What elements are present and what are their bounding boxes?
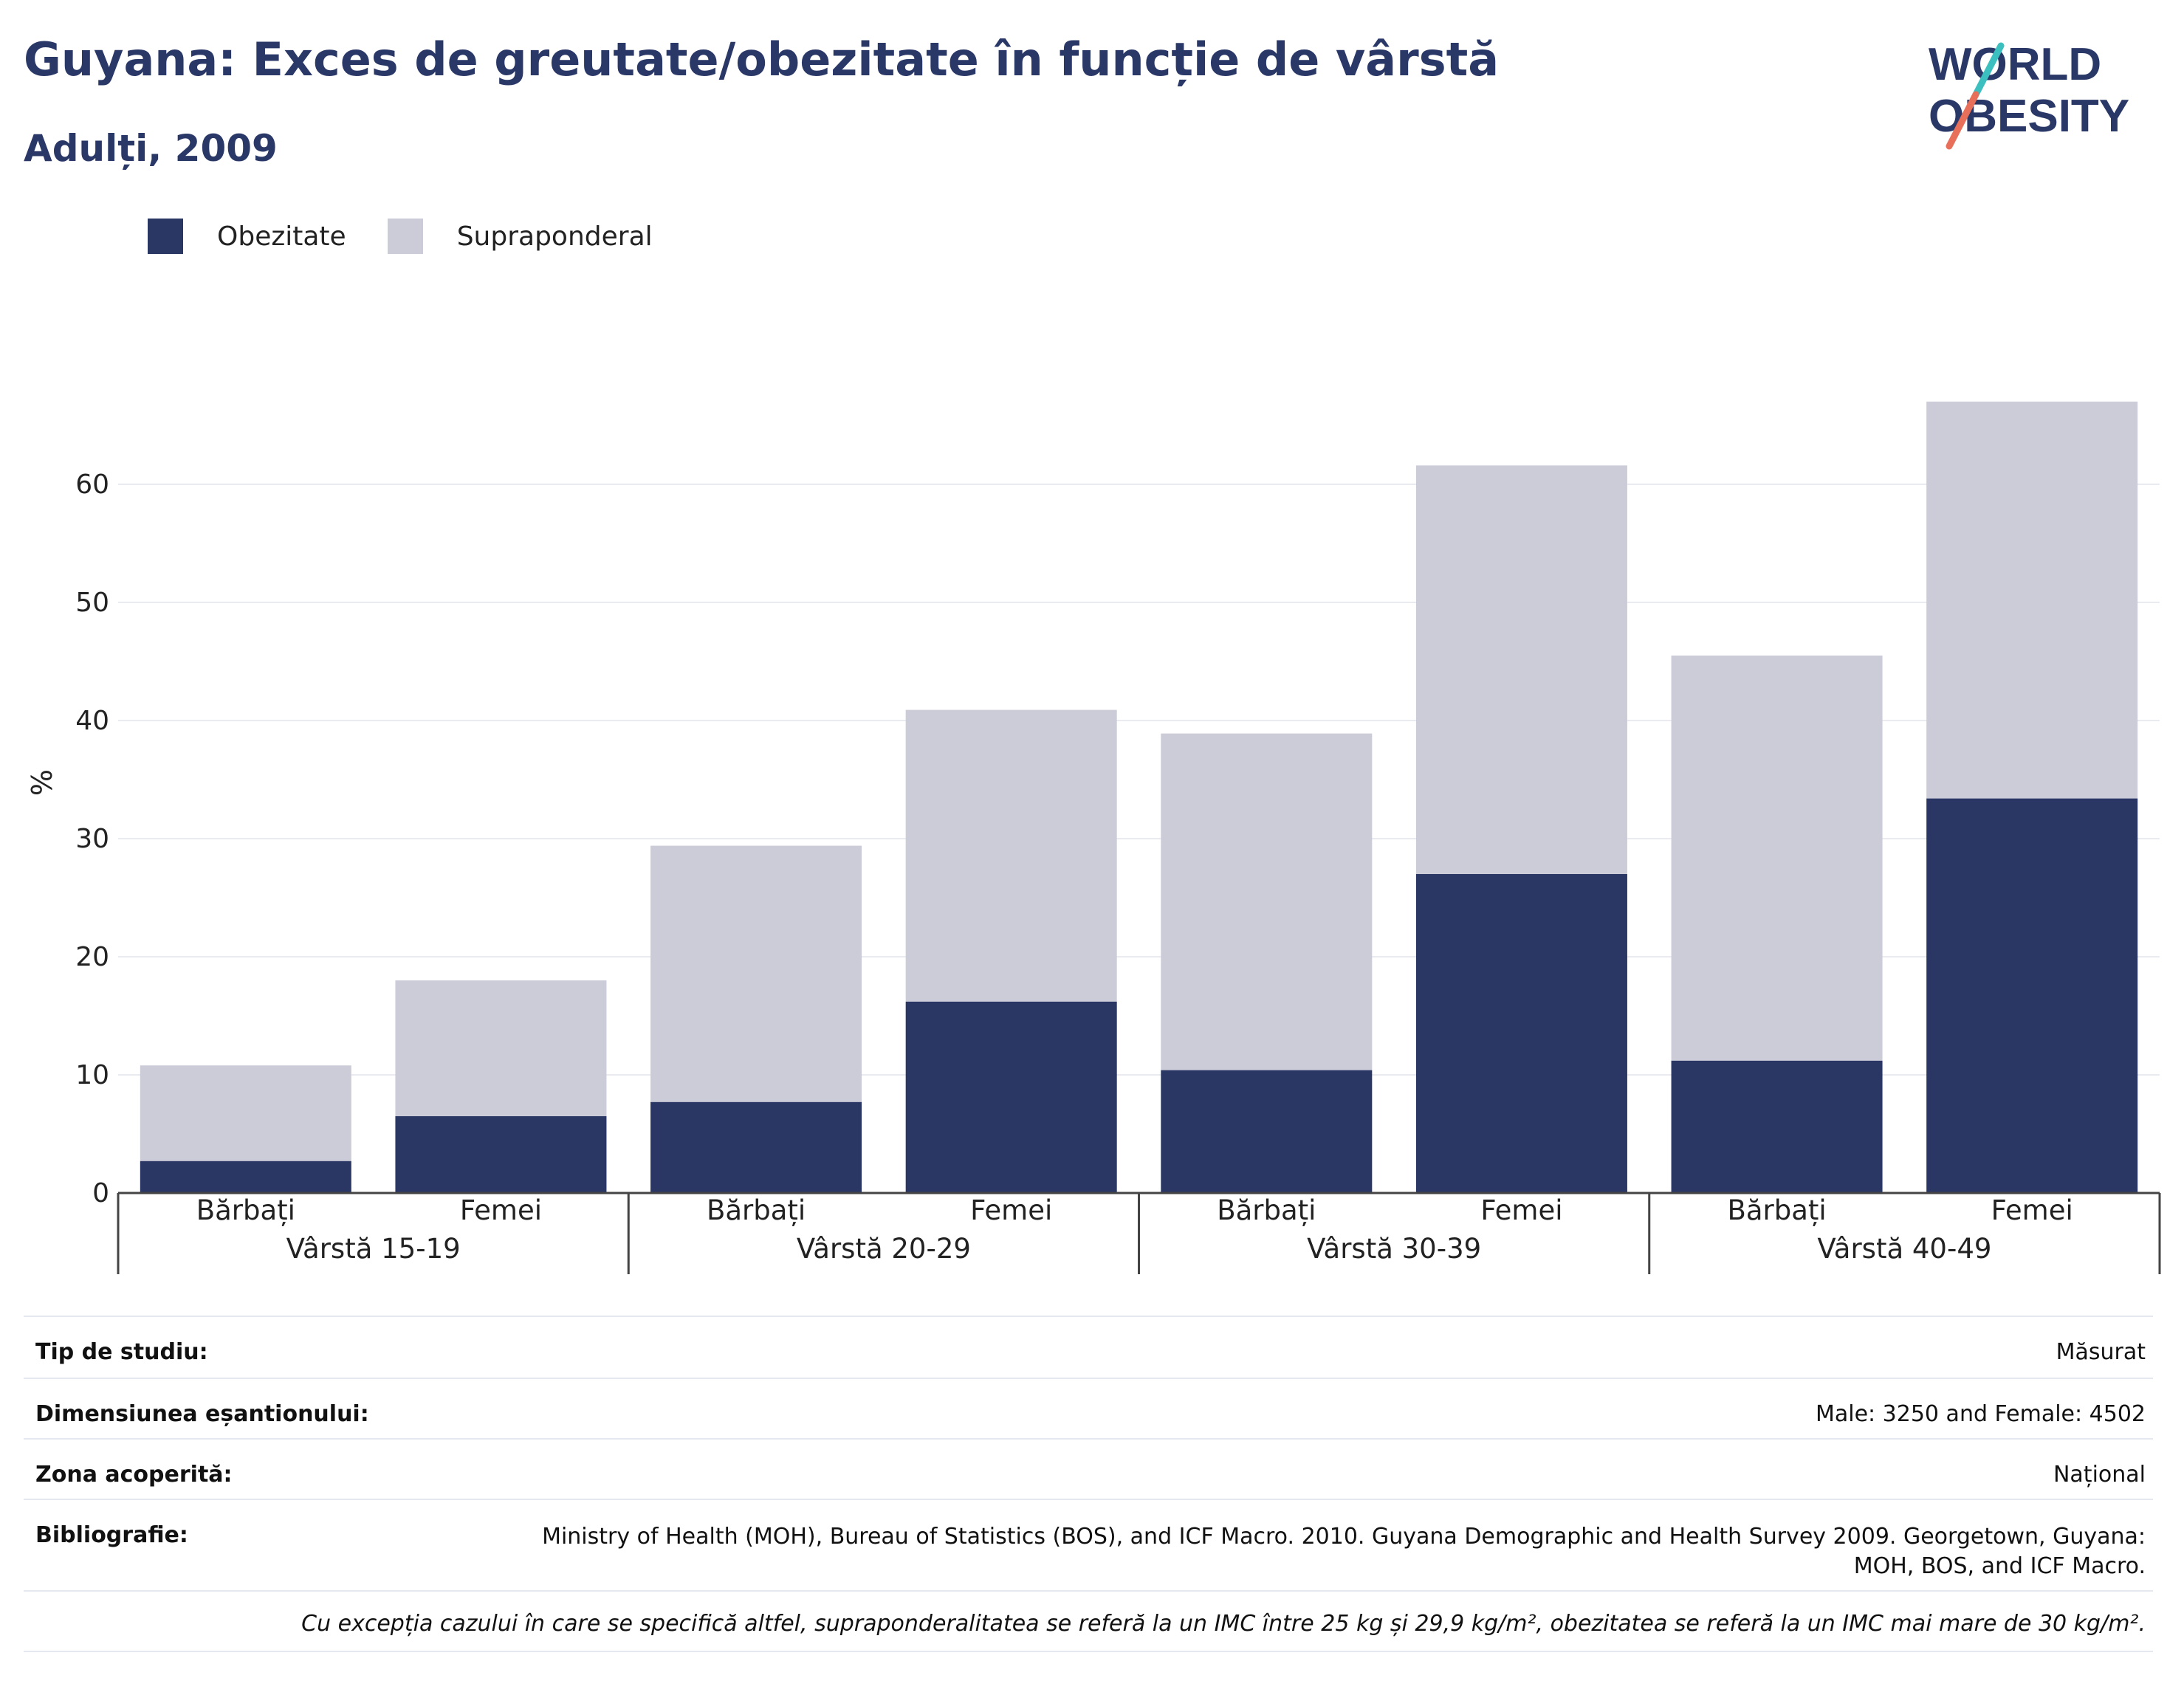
info-value-bibliography: Ministry of Health (MOH), Bureau of Stat… [542, 1524, 2146, 1579]
bar-obesity [1671, 1060, 1883, 1193]
logo-slash-teal [1972, 42, 2005, 98]
bar-obesity [650, 1101, 862, 1193]
group-label: Vârstă 30-39 [1307, 1233, 1481, 1265]
y-tick-label: 10 [75, 1060, 109, 1090]
info-label-coverage: Zona acoperită: [35, 1462, 233, 1488]
legend-item-obesity[interactable]: Obezitate [148, 219, 346, 254]
study-info-table: Tip de studiu: Măsurat Dimensiunea eșant… [24, 1316, 2153, 1652]
bar-obesity [395, 1116, 607, 1193]
legend-label-obesity: Obezitate [217, 221, 346, 252]
legend-item-overweight[interactable]: Supraponderal [387, 219, 653, 254]
x-tick-label: Bărbați [1217, 1194, 1316, 1226]
y-tick-label: 0 [92, 1178, 109, 1208]
y-tick-label: 60 [75, 470, 109, 500]
bar-obesity [905, 1001, 1117, 1193]
legend-label-overweight: Supraponderal [456, 221, 653, 252]
bar-overweight [1161, 733, 1373, 1070]
bar-overweight [1671, 656, 1883, 1061]
info-label-sample-size: Dimensiunea eșantionului: [35, 1401, 369, 1427]
x-tick-label: Bărbați [707, 1194, 806, 1226]
logo-word-1: WORLD [1929, 39, 2101, 90]
bar-obesity [1926, 798, 2138, 1193]
bar-overweight [1415, 465, 1627, 874]
bar-overweight [395, 980, 607, 1116]
bar-overweight [905, 709, 1117, 1002]
bar-obesity [1161, 1070, 1373, 1193]
bmi-definition-note: Cu excepția cazului în care se specifică… [24, 1590, 2153, 1652]
bar-overweight [1926, 402, 2138, 799]
y-tick-label: 40 [75, 706, 109, 736]
x-tick-label: Femei [970, 1194, 1052, 1226]
info-row-coverage: Zona acoperită: Național [24, 1438, 2153, 1499]
logo-slash-coral [1946, 91, 1979, 150]
bar-obesity [1415, 874, 1627, 1193]
info-row-study-type: Tip de studiu: Măsurat [24, 1316, 2153, 1378]
group-label: Vârstă 15-19 [286, 1233, 461, 1265]
info-row-sample-size: Dimensiunea eșantionului: Male: 3250 and… [24, 1378, 2153, 1438]
group-label: Vârstă 20-29 [797, 1233, 971, 1265]
x-tick-label: Bărbați [196, 1194, 295, 1226]
info-label-bibliography: Bibliografie: [35, 1522, 188, 1548]
chart-title: Guyana: Exces de greutate/obezitate în f… [24, 32, 1500, 86]
info-label-study-type: Tip de studiu: [35, 1339, 208, 1365]
chart-legend: Obezitate Supraponderal [148, 219, 694, 254]
legend-swatch-overweight [387, 219, 423, 254]
x-tick-label: Femei [1480, 1194, 1562, 1226]
x-tick-label: Femei [460, 1194, 542, 1226]
bar-overweight [650, 845, 862, 1102]
y-tick-label: 50 [75, 588, 109, 618]
x-tick-label: Bărbați [1727, 1194, 1826, 1226]
chart-subtitle: Adulți, 2009 [24, 127, 278, 170]
info-value-study-type: Măsurat [2056, 1339, 2146, 1365]
legend-swatch-obesity [148, 219, 183, 254]
stacked-bar-chart: 0 10 20 30 40 50 60% Bărbați Femei Bărbați Femei Bă… [26, 402, 2161, 1274]
y-tick-label: 20 [75, 942, 109, 972]
info-value-sample-size: Male: 3250 and Female: 4502 [1815, 1401, 2146, 1427]
group-label: Vârstă 40-49 [1817, 1233, 1991, 1265]
y-axis-label: % [26, 769, 58, 796]
info-value-coverage: Național [2053, 1462, 2146, 1488]
bar-obesity [140, 1161, 351, 1193]
bar-overweight [140, 1065, 351, 1161]
y-tick-label: 30 [75, 824, 109, 854]
world-obesity-logo: WORLD OBESITY [1929, 39, 2129, 150]
info-row-bibliography: Bibliografie: Ministry of Health (MOH), … [24, 1499, 2153, 1590]
x-tick-label: Femei [1991, 1194, 2073, 1226]
